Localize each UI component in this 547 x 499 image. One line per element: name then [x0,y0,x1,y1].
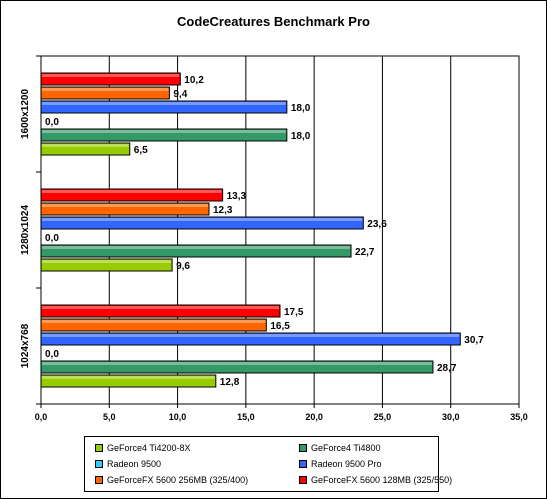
x-tick-label: 10,0 [169,412,187,422]
legend-item: GeForce4 Ti4800 [299,441,381,455]
bar-highlight [42,130,286,133]
data-label: 17,5 [284,307,304,318]
data-label: 9,4 [173,89,187,100]
x-tick-label: 20,0 [305,412,323,422]
bar-highlight [42,362,432,365]
bar-highlight [42,204,208,207]
bar-highlight [42,102,286,105]
data-label: 0,0 [45,117,59,128]
bar-highlight [42,190,222,193]
data-label: 18,0 [291,103,311,114]
chart-title: CodeCreatures Benchmark Pro [177,14,370,29]
legend-item: GeForce4 Ti4200-8X [95,441,191,455]
x-tick-label: 35,0 [510,412,528,422]
legend-swatch [95,459,103,468]
bar-highlight [42,218,363,221]
x-tick-label: 25,0 [374,412,392,422]
data-label: 6,5 [134,145,148,156]
legend-swatch [95,443,103,452]
data-label: 18,0 [291,131,311,142]
data-label: 12,3 [213,205,233,216]
data-label: 13,3 [227,191,247,202]
bar-highlight [42,376,215,379]
x-tick-label: 0,0 [35,412,48,422]
x-tick-label: 5,0 [103,412,116,422]
data-label: 30,7 [464,335,484,346]
data-label: 16,5 [270,321,290,332]
legend-label: GeForce4 Ti4800 [311,443,381,453]
legend-swatch [299,443,307,452]
legend-label: GeForce4 Ti4200-8X [107,443,191,453]
legend-label: GeForceFX 5600 256MB (325/400) [107,475,249,485]
x-tick-label: 30,0 [442,412,460,422]
legend-item: GeForceFX 5600 256MB (325/400) [95,473,248,487]
legend-swatch [299,475,307,484]
legend-item: GeForceFX 5600 128MB (325/550) [299,473,452,487]
legend-label: GeForceFX 5600 128MB (325/550) [311,475,453,485]
legend: GeForce4 Ti4200-8X GeForce4 Ti4800 Radeon … [84,436,452,492]
legend-swatch [299,459,307,468]
bar-highlight [42,74,180,77]
data-label: 22,7 [355,247,375,258]
data-label: 0,0 [45,233,59,244]
x-tick-label: 15,0 [237,412,255,422]
data-label: 23,6 [367,219,387,230]
category-label: 1600x1200 [20,89,31,139]
legend-label: Radeon 9500 Pro [311,459,382,469]
data-label: 12,8 [220,377,240,388]
data-label: 0,0 [45,349,59,360]
legend-swatch [95,475,103,484]
bar-highlight [42,144,129,147]
category-label: 1024x768 [20,323,31,368]
plot-area [41,56,519,404]
bar-highlight [42,246,351,249]
data-label: 9,6 [176,261,190,272]
legend-item: Radeon 9500 [95,457,161,471]
data-label: 10,2 [184,75,204,86]
category-label: 1280x1024 [20,205,31,255]
legend-label: Radeon 9500 [107,459,162,469]
bar-highlight [42,260,172,263]
data-label: 28,7 [437,363,457,374]
legend-item: Radeon 9500 Pro [299,457,382,471]
plot-border [40,55,520,405]
bar-highlight [42,334,460,337]
bar-highlight [42,306,279,309]
bar-highlight [42,88,169,91]
bar-highlight [42,320,266,323]
